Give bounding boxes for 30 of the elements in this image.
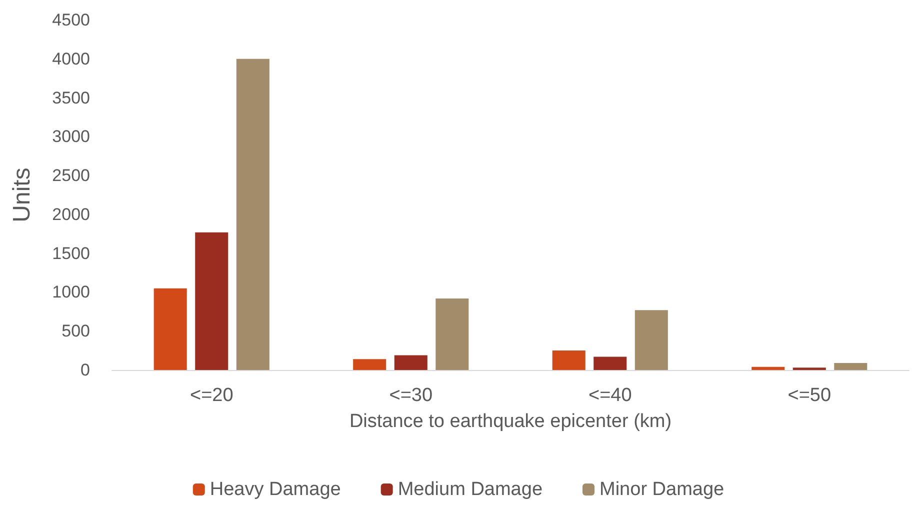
- bar: [752, 366, 785, 370]
- y-tick-label: 0: [80, 360, 90, 380]
- y-tick-label: 1000: [52, 282, 90, 302]
- x-tick-label: <=30: [389, 385, 433, 406]
- y-tick-label: 2500: [52, 166, 90, 186]
- x-tick-label: <=20: [190, 385, 234, 406]
- legend-label: Heavy Damage: [210, 479, 341, 500]
- bar: [195, 232, 228, 370]
- y-tick-label: 1500: [52, 244, 90, 263]
- bar: [353, 359, 386, 370]
- bar: [552, 350, 586, 370]
- y-tick-label: 4000: [52, 49, 90, 68]
- x-tick-label: <=40: [588, 385, 632, 406]
- bar: [236, 58, 270, 370]
- bar: [594, 356, 627, 370]
- bar: [436, 298, 469, 370]
- bar: [834, 363, 868, 370]
- bar: [394, 355, 428, 370]
- legend-label: Medium Damage: [398, 479, 543, 500]
- bar: [154, 288, 187, 370]
- y-tick-label: 3500: [52, 88, 90, 108]
- y-tick-label: 3000: [52, 127, 90, 146]
- y-axis-title: Units: [8, 168, 36, 222]
- legend-label: Minor Damage: [600, 479, 724, 500]
- x-axis-title: Distance to earthquake epicenter (km): [349, 411, 672, 432]
- y-tick-label: 4500: [52, 10, 90, 30]
- y-tick-label: 500: [62, 322, 90, 341]
- x-tick-label: <=50: [788, 385, 832, 406]
- y-tick-label: 2000: [52, 204, 90, 224]
- bar: [634, 310, 668, 370]
